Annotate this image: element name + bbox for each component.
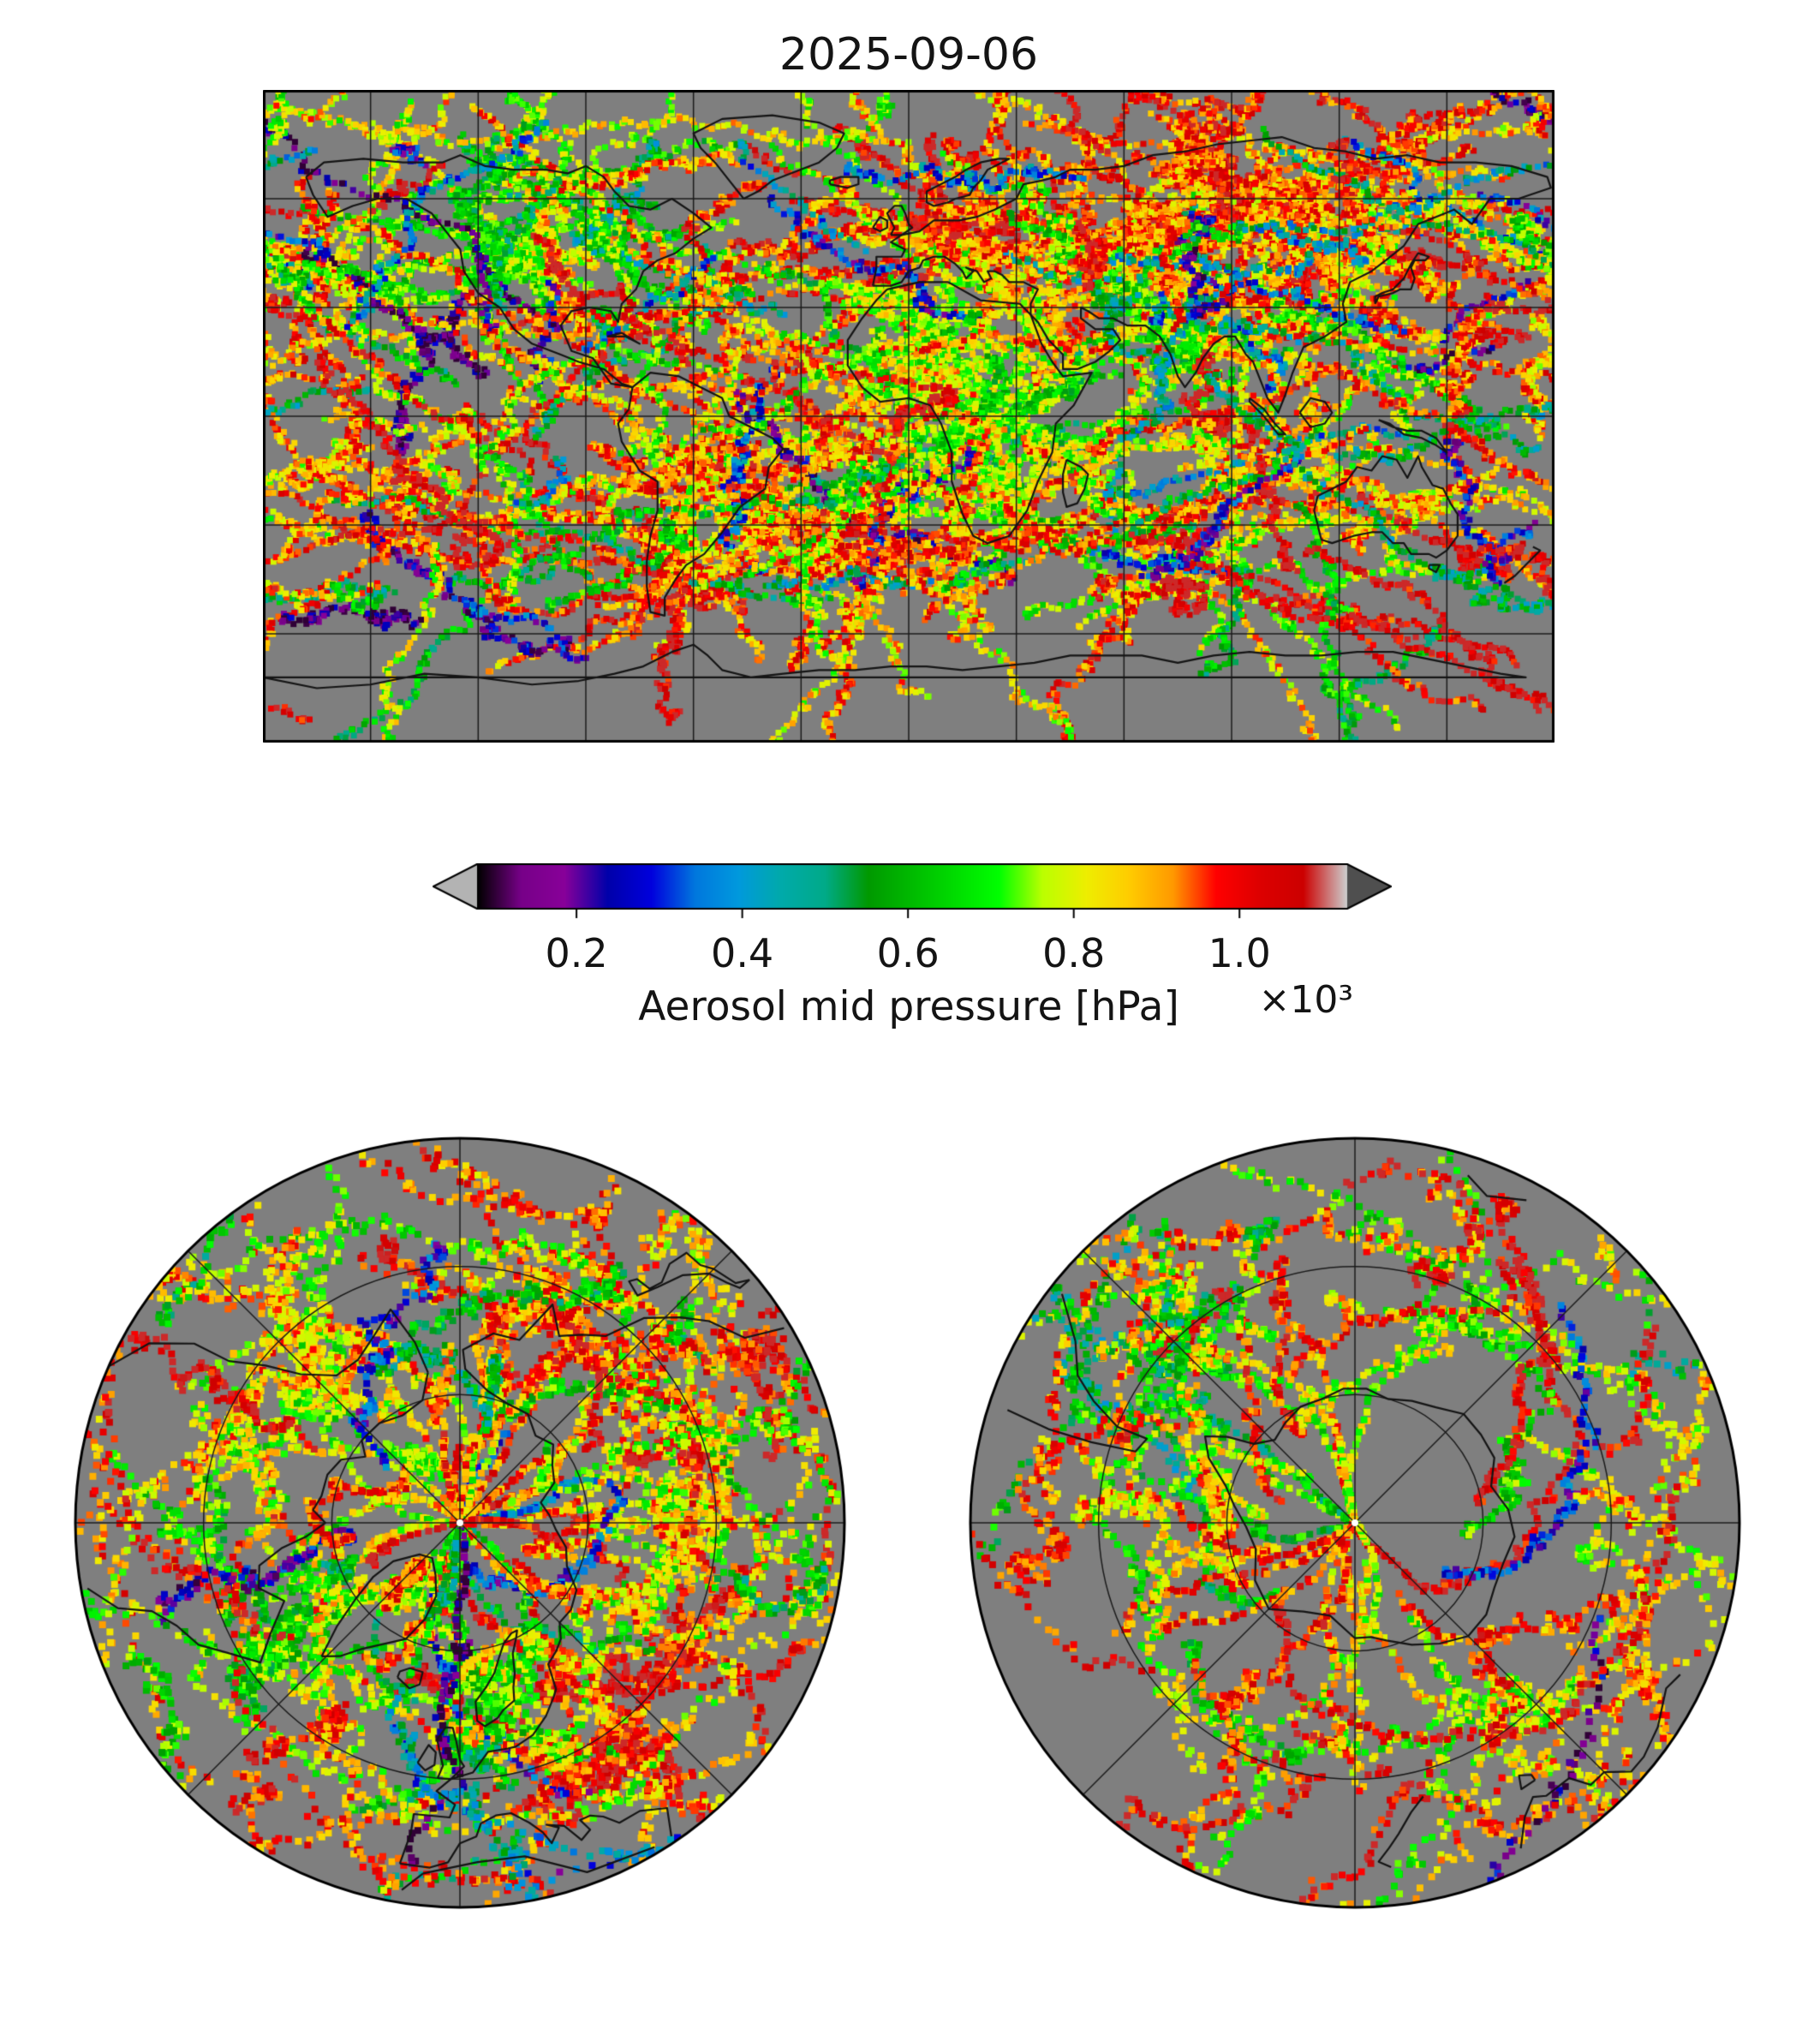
colorbar-tick-label: 0.6 (876, 930, 940, 976)
colorbar-tick-label: 0.2 (545, 930, 608, 976)
north-polar-map-canvas (72, 1135, 848, 1911)
south-polar-map-canvas (967, 1135, 1743, 1911)
colorbar-canvas (433, 863, 1392, 923)
colorbar-tick-labels: 0.2 0.4 0.6 0.8 1.0 (433, 930, 1392, 978)
colorbar-tick-label: 0.8 (1042, 930, 1106, 976)
figure-title: 2025-09-06 (779, 29, 1039, 81)
global-map-canvas (263, 90, 1554, 743)
colorbar-exponent: ×10³ (1258, 978, 1354, 1022)
colorbar-tick-label: 1.0 (1208, 930, 1271, 976)
colorbar-tick-label: 0.4 (711, 930, 774, 976)
colorbar-label: Aerosol mid pressure [hPa] (638, 983, 1179, 1030)
